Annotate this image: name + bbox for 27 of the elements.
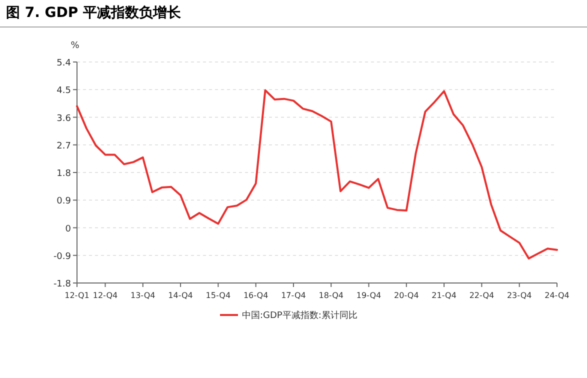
- x-tick-label: 14-Q4: [168, 291, 193, 300]
- x-tick-label: 12-Q4: [92, 291, 118, 300]
- line-series: [76, 89, 558, 260]
- y-tick-label: 3.6: [56, 114, 72, 124]
- y-tick-label: 0.9: [56, 196, 72, 207]
- x-tick-label: 20-Q4: [394, 291, 419, 300]
- x-tick-label: 13-Q4: [130, 291, 156, 300]
- x-tick-label: 15-Q4: [206, 291, 231, 300]
- y-axis-title: %: [70, 41, 80, 51]
- x-tick-label: 21-Q4: [432, 291, 456, 300]
- x-tick-label: 17-Q4: [281, 291, 306, 300]
- y-tick-label: 4.5: [56, 86, 71, 96]
- x-tick-label: 19-Q4: [356, 291, 382, 300]
- y-tick-label: 1.8: [56, 169, 72, 179]
- x-tick-label: 12-Q1: [64, 291, 90, 300]
- x-tick-label: 16-Q4: [243, 291, 268, 300]
- y-tick-label: 2.7: [56, 141, 71, 152]
- y-tick-label: -0.9: [53, 252, 72, 262]
- legend-label: 中国:GDP平减指数:累计同比: [242, 310, 358, 321]
- y-tick-label: 5.4: [56, 58, 72, 68]
- y-tick-label: -1.8: [53, 280, 72, 290]
- x-tick-label: 22-Q4: [469, 291, 494, 300]
- x-tick-label: 24-Q4: [544, 291, 570, 300]
- chart-title: 图 7. GDP 平减指数负增长: [6, 5, 182, 21]
- x-tick-label: 23-Q4: [506, 291, 532, 300]
- x-tick-label: 18-Q4: [318, 291, 344, 300]
- y-tick-label: 0: [65, 224, 72, 234]
